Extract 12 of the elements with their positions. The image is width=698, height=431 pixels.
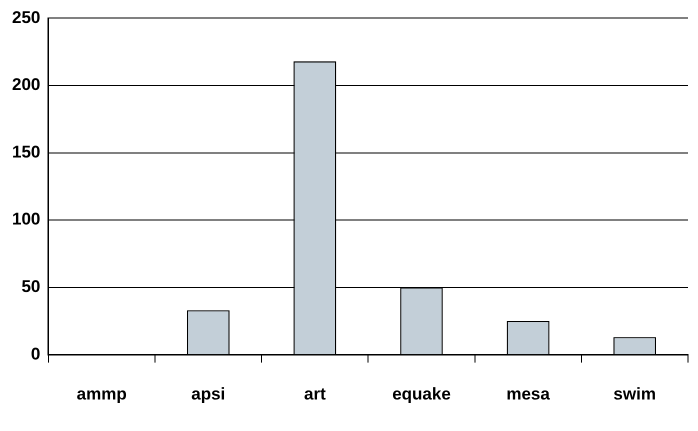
y-tick-label: 250: [12, 8, 40, 27]
y-tick-label: 0: [30, 344, 40, 364]
x-tick-label: swim: [613, 384, 656, 404]
y-tick-label: 100: [12, 210, 40, 229]
y-tick-label: 150: [12, 142, 40, 162]
y-tick-label: 50: [21, 277, 40, 296]
x-tick-label: art: [304, 384, 326, 404]
x-tick-label: ammp: [76, 384, 127, 404]
x-tick-label: equake: [392, 384, 451, 404]
x-tick-label: mesa: [506, 384, 550, 404]
x-tick-label: apsi: [191, 384, 226, 404]
y-tick-label: 200: [12, 75, 40, 94]
